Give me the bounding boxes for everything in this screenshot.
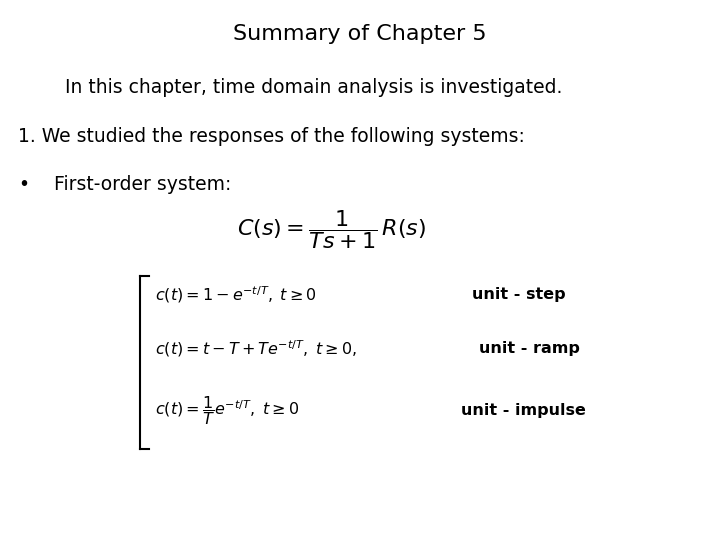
Text: •: • xyxy=(18,176,29,194)
Text: $c(t) = t - T + Te^{-t/T},\; t \geq 0,$: $c(t) = t - T + Te^{-t/T},\; t \geq 0,$ xyxy=(155,338,356,359)
Text: Summary of Chapter 5: Summary of Chapter 5 xyxy=(233,24,487,44)
Text: unit - ramp: unit - ramp xyxy=(479,341,580,356)
Text: unit - step: unit - step xyxy=(472,287,565,302)
Text: $c(t) = \dfrac{1}{T}e^{-t/T},\; t \geq 0$: $c(t) = \dfrac{1}{T}e^{-t/T},\; t \geq 0… xyxy=(155,394,299,427)
Text: First-order system:: First-order system: xyxy=(54,176,231,194)
Text: $C(s) = \dfrac{1}{Ts+1}\,R(s)$: $C(s) = \dfrac{1}{Ts+1}\,R(s)$ xyxy=(237,208,426,251)
Text: unit - impulse: unit - impulse xyxy=(461,403,585,418)
Text: 1. We studied the responses of the following systems:: 1. We studied the responses of the follo… xyxy=(18,127,525,146)
Text: In this chapter, time domain analysis is investigated.: In this chapter, time domain analysis is… xyxy=(65,78,562,97)
Text: $c(t) = 1 - e^{-t/T},\; t \geq 0$: $c(t) = 1 - e^{-t/T},\; t \geq 0$ xyxy=(155,284,317,305)
